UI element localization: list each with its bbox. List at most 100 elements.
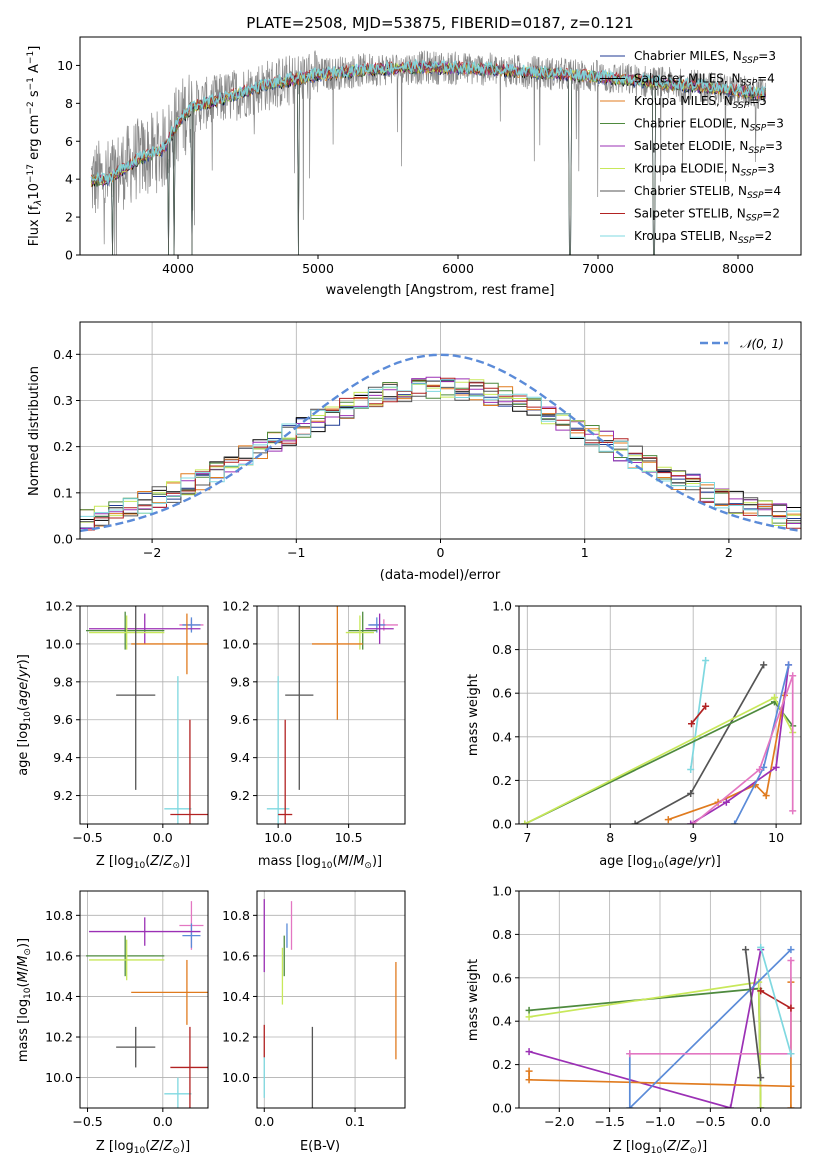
age-vs-Z-plot-area <box>86 606 208 824</box>
x-tick-label: 7000 <box>582 261 614 276</box>
weight-vs-Z-plot-area <box>525 943 795 1108</box>
weight-marker <box>757 987 765 995</box>
y-tick-label: 0.6 <box>492 686 512 701</box>
weight-vs-Z-panel: Z [log10(Z/Z⊙)] mass weight −2.0 −1.5 −1.0… <box>466 884 802 1156</box>
y-tick-label: 0.8 <box>492 927 512 942</box>
weight-marker <box>702 657 710 664</box>
age-vs-Z-panel: Z [log10(Z/Z⊙)] age [log10(age/yr)] −0.5… <box>16 599 209 871</box>
legend-value: =5 <box>749 94 767 108</box>
axes-frame <box>518 890 802 1109</box>
y-tick-label: 10.0 <box>45 1070 73 1085</box>
errorbar-point <box>311 606 363 720</box>
errorbar-point <box>86 935 165 977</box>
weight-marker <box>787 956 795 964</box>
x-tick-label: 10.0 <box>264 830 292 845</box>
y-tick-label: 0.4 <box>492 729 512 744</box>
errorbar-point <box>182 923 201 948</box>
y-tick-label: 10.8 <box>222 908 250 923</box>
age-vs-mass-plot-area <box>266 606 398 824</box>
axes-frame <box>79 321 802 540</box>
axes-frame <box>79 36 802 256</box>
errorbar-point <box>89 613 201 644</box>
x-tick-label: 8 <box>606 830 614 845</box>
residuals-plot-area <box>80 353 801 533</box>
x-tick-label: 10.5 <box>335 830 363 845</box>
x-tick-label: −0.5 <box>72 830 102 845</box>
legend-value: =3 <box>757 162 775 176</box>
y-tick-label: 0.0 <box>492 1101 512 1116</box>
weight-marker <box>789 807 797 815</box>
weight-marker <box>664 816 672 824</box>
mass-vs-EBV-plot-area <box>263 899 397 1108</box>
weight-marker <box>789 672 797 680</box>
axis-ticks: 10.0 10.5 9.2 9.4 9.6 9.8 10.0 10.2 <box>222 599 405 845</box>
subscript: SSP <box>742 56 759 66</box>
x-tick-label: −1.5 <box>594 1114 624 1129</box>
weight-marker <box>626 1104 634 1108</box>
mass-vs-Z-plot-area <box>86 901 208 1108</box>
massZ-xlabel: Z [log10(Z/Z⊙)] <box>96 1139 190 1156</box>
weight-line <box>524 700 794 824</box>
y-tick-label: 9.2 <box>230 788 250 803</box>
legend-value: =3 <box>765 139 783 153</box>
y-tick-label: 4 <box>65 172 73 187</box>
weight-marker <box>722 798 730 806</box>
weight-marker <box>787 1050 795 1058</box>
errorbar-point <box>266 676 290 824</box>
x-tick-label: 6000 <box>442 261 474 276</box>
subscript: SSP <box>738 236 755 246</box>
residual-histogram <box>80 379 801 526</box>
y-tick-label: 10.0 <box>45 636 73 651</box>
weight-marker <box>760 763 768 771</box>
subscript: SSP <box>733 101 750 111</box>
weight-line <box>690 664 790 824</box>
axis-ticks: −2 −1 0 1 2 0.0 0.1 0.2 0.3 0.4 <box>53 322 801 560</box>
axes-frame <box>256 890 406 1109</box>
x-tick-label: 0.0 <box>153 1114 173 1129</box>
residuals-xlabel: (data-model)/error <box>380 568 501 583</box>
wZ-ylabel: mass weight <box>466 959 481 1041</box>
legend-label: Chabrier STELIB, NSSP=4 <box>634 184 781 201</box>
y-tick-label: 0.6 <box>492 970 512 985</box>
errorbar-point <box>116 1026 156 1068</box>
y-tick-label: 10.2 <box>222 599 250 614</box>
weight-marker <box>688 720 696 728</box>
residual-histogram <box>80 379 801 520</box>
errorbar-point <box>131 959 208 1025</box>
y-tick-label: 10.6 <box>222 948 250 963</box>
weight-vs-age-panel: age [log10(age/yr)] mass weight 7 8 9 10 0.0… <box>466 599 802 871</box>
weight-marker <box>787 1082 795 1090</box>
legend-label: Chabrier MILES, NSSP=3 <box>634 49 776 66</box>
y-tick-label: 0.1 <box>53 485 73 500</box>
weight-marker <box>762 792 770 800</box>
legend-label: Salpeter MILES, NSSP=4 <box>634 72 775 89</box>
weight-line <box>759 947 792 1055</box>
legend-label: Kroupa ELODIE, NSSP=3 <box>634 162 775 179</box>
weight-marker <box>727 1104 734 1108</box>
errorbar-point <box>131 613 208 675</box>
errorbar-point <box>164 1077 192 1108</box>
y-tick-label: 0.2 <box>492 773 512 788</box>
legend-value: =2 <box>762 207 780 221</box>
y-tick-label: 0.0 <box>53 532 73 547</box>
axis-ticks: −0.5 0.0 10.0 10.2 10.4 10.6 10.8 <box>45 891 208 1129</box>
weight-marker <box>687 789 695 797</box>
x-tick-label: 5000 <box>302 261 334 276</box>
y-tick-label: 9.4 <box>230 750 250 765</box>
x-tick-label: 0.0 <box>153 830 173 845</box>
errorbar-point <box>365 613 394 644</box>
axis-ticks: 7 8 9 10 0.0 0.2 0.4 0.6 0.8 1.0 <box>492 599 801 845</box>
weight-line <box>692 675 794 824</box>
legend-label: Salpeter ELODIE, NSSP=3 <box>634 139 783 156</box>
observed-spectrum-line <box>90 50 767 255</box>
weight-marker <box>525 1048 533 1056</box>
x-tick-label: 0.0 <box>751 1114 771 1129</box>
weight-marker <box>687 820 695 824</box>
weight-marker <box>525 1006 533 1014</box>
spectrum-panel: PLATE=2508, MJD=53875, FIBERID=0187, z=0… <box>26 14 802 298</box>
weight-line <box>628 948 792 1108</box>
axes-frame <box>256 605 406 825</box>
y-tick-label: 9.8 <box>53 674 73 689</box>
massE-xlabel: E(B-V) <box>300 1139 340 1154</box>
x-tick-label: 1 <box>581 545 589 560</box>
